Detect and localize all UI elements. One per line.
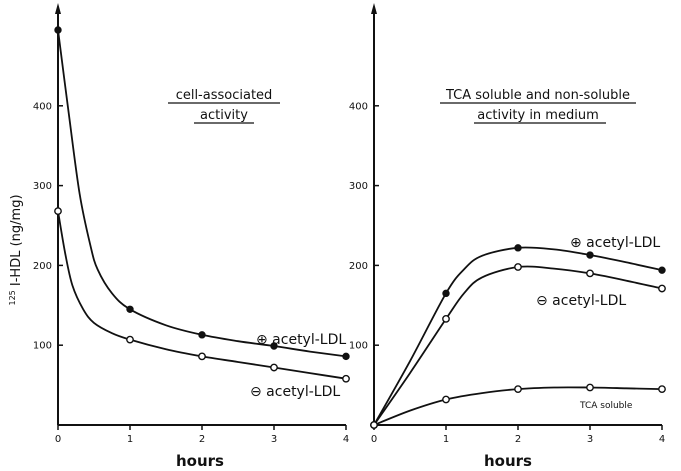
x-tick-label: 4: [343, 434, 349, 445]
svg-text:125 I-HDL (ng/mg): 125 I-HDL (ng/mg): [4, 194, 24, 305]
series-label-tca-soluble: TCA soluble: [579, 401, 633, 411]
data-point-2: [126, 335, 134, 344]
y-tick-label: 100: [33, 341, 52, 352]
data-point-3: [514, 385, 522, 393]
series-line-1: [373, 246, 663, 426]
data-point-2: [658, 284, 666, 293]
series-label-plus: ⊕ acetyl-LDL: [256, 332, 346, 348]
x-tick-label: 1: [443, 434, 449, 445]
y-tick-label: 200: [33, 261, 52, 272]
panel-title-line-1: TCA soluble and non-soluble: [445, 88, 630, 103]
series-label-minus: ⊖ acetyl-LDL: [536, 293, 626, 309]
x-tick-label: 2: [199, 434, 205, 445]
data-point-1: [54, 26, 62, 34]
data-point-2: [342, 374, 350, 383]
y-tick-label: 400: [349, 101, 368, 112]
data-point-3: [586, 383, 594, 392]
x-tick-label: 0: [55, 434, 61, 445]
x-tick-label: 1: [127, 434, 133, 445]
chart-panel-medium: 0 1 2 3 4 100 200 300 400 TCA soluble and non-so…: [349, 3, 666, 470]
x-tick-label: 2: [515, 434, 521, 445]
chart-panel-cell-associated: 0 1 2 3 4 100 200 300 400 cell-associated activi…: [4, 3, 350, 470]
series-label-plus: ⊕ acetyl-LDL: [570, 235, 660, 251]
data-point-2: [270, 363, 278, 372]
y-tick-label: 300: [349, 181, 368, 192]
series-line-2: [373, 265, 663, 426]
x-tick-label: 3: [271, 434, 277, 445]
y-axis-arrow: [371, 3, 377, 14]
y-tick-label: 400: [33, 101, 52, 112]
data-point-1: [342, 352, 350, 361]
data-point-1: [270, 342, 278, 350]
data-point-1: [126, 305, 134, 313]
y-tick-label: 300: [33, 181, 52, 192]
data-point-2: [54, 207, 62, 216]
x-tick-label: 4: [659, 434, 665, 445]
series-line-1: [57, 29, 347, 358]
y-axis-label-superscript: 125: [8, 290, 17, 305]
data-point-1: [514, 244, 522, 252]
data-point-2: [198, 352, 206, 361]
series-label-minus: ⊖ acetyl-LDL: [250, 384, 340, 400]
y-axis-label: 125 I-HDL (ng/mg): [4, 194, 24, 305]
data-point-2: [514, 263, 522, 271]
panel-title-line-2: activity: [200, 108, 248, 123]
y-axis-arrow: [55, 3, 61, 14]
y-axis-label-main: I-HDL (ng/mg): [9, 194, 24, 286]
data-point-2: [442, 314, 450, 323]
panel-title-line-1: cell-associated: [176, 88, 273, 103]
data-point-2: [586, 269, 594, 278]
y-tick-label: 200: [349, 261, 368, 272]
x-tick-label: 0: [371, 434, 377, 445]
y-tick-label: 100: [349, 341, 368, 352]
x-axis-label: hours: [484, 452, 532, 470]
data-point-3: [658, 385, 666, 393]
data-point-3: [370, 421, 378, 429]
x-axis-label: hours: [176, 452, 224, 470]
data-point-3: [442, 395, 450, 404]
panel-title-line-2: activity in medium: [477, 108, 598, 123]
x-tick-label: 3: [587, 434, 593, 445]
data-point-1: [658, 266, 666, 274]
data-point-1: [198, 331, 206, 339]
data-point-1: [586, 251, 594, 259]
data-point-1: [442, 289, 450, 298]
